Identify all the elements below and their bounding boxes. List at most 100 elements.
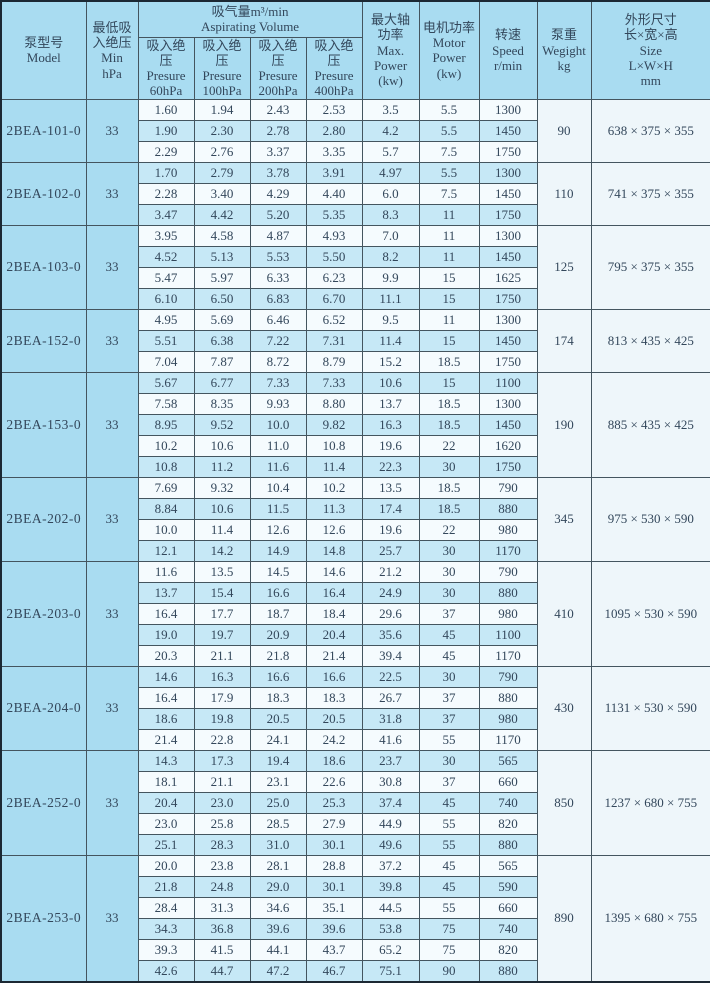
header-motor-power: 电机功率 Motor Power (kw) [418, 0, 480, 100]
volume-60hpa-cell: 18.6 [137, 707, 195, 730]
table-row: 18.1 21.1 23.1 22.6 30.8 37 660 [1, 770, 710, 793]
motor-power-cell: 7.5 [418, 182, 480, 205]
motor-power-cell: 45 [418, 854, 480, 877]
max-power-cell: 16.3 [361, 413, 420, 436]
table-row: 2BEA-253-0 33 20.0 23.8 28.1 28.8 37.2 45 565 890… [0, 854, 710, 983]
table-row: 4.52 5.13 5.53 5.50 8.2 11 1450 [1, 245, 710, 268]
volume-400hpa-cell: 46.7 [305, 959, 363, 983]
motor-power-cell: 11 [418, 203, 480, 226]
volume-100hpa-cell: 14.2 [193, 539, 251, 562]
max-power-cell: 35.6 [361, 623, 420, 646]
max-power-cell: 23.7 [361, 749, 420, 772]
speed-cell: 1750 [478, 140, 538, 163]
volume-100hpa-cell: 6.50 [193, 287, 251, 310]
volume-60hpa-cell: 5.67 [137, 371, 195, 394]
volume-60hpa-cell: 42.6 [137, 959, 195, 983]
max-power-cell: 4.97 [361, 161, 420, 184]
max-power-cell: 39.8 [361, 875, 420, 898]
volume-200hpa-cell: 39.6 [249, 917, 307, 940]
volume-100hpa-cell: 2.79 [193, 161, 251, 184]
volume-100hpa-cell: 6.38 [193, 329, 251, 352]
motor-power-cell: 30 [418, 581, 480, 604]
header-model: 泵型号 Model [0, 0, 87, 100]
table-row: 10.8 11.2 11.6 11.4 22.3 30 1750 [1, 455, 710, 478]
volume-100hpa-cell: 11.2 [193, 455, 251, 478]
volume-400hpa-cell: 7.31 [305, 329, 363, 352]
volume-100hpa-cell: 4.42 [193, 203, 251, 226]
weight-cell: 110 [536, 161, 592, 226]
motor-power-cell: 15 [418, 287, 480, 310]
volume-60hpa-cell: 7.69 [137, 476, 195, 499]
volume-400hpa-cell: 20.5 [305, 707, 363, 730]
volume-100hpa-cell: 25.8 [193, 812, 251, 835]
volume-200hpa-cell: 34.6 [249, 896, 307, 919]
volume-60hpa-cell: 12.1 [137, 539, 195, 562]
volume-60hpa-cell: 1.60 [137, 98, 195, 121]
motor-power-cell: 11 [418, 245, 480, 268]
motor-power-cell: 22 [418, 434, 480, 457]
volume-100hpa-cell: 5.13 [193, 245, 251, 268]
max-power-cell: 22.3 [361, 455, 420, 478]
min-pressure-cell: 33 [85, 98, 139, 163]
volume-100hpa-cell: 31.3 [193, 896, 251, 919]
volume-400hpa-cell: 11.3 [305, 497, 363, 520]
volume-400hpa-cell: 4.93 [305, 224, 363, 247]
model-cell: 2BEA-204-0 [0, 665, 87, 751]
volume-200hpa-cell: 29.0 [249, 875, 307, 898]
motor-power-cell: 55 [418, 728, 480, 751]
volume-100hpa-cell: 11.4 [193, 518, 251, 541]
table-row: 2BEA-252-0 33 14.3 17.3 19.4 18.6 23.7 30 565 850… [0, 749, 710, 856]
max-power-cell: 8.2 [361, 245, 420, 268]
volume-60hpa-cell: 2.29 [137, 140, 195, 163]
volume-400hpa-cell: 2.53 [305, 98, 363, 121]
volume-200hpa-cell: 20.9 [249, 623, 307, 646]
max-power-cell: 11.1 [361, 287, 420, 310]
max-power-cell: 44.5 [361, 896, 420, 919]
max-power-cell: 19.6 [361, 434, 420, 457]
volume-100hpa-cell: 6.77 [193, 371, 251, 394]
volume-200hpa-cell: 2.78 [249, 119, 307, 142]
volume-60hpa-cell: 5.51 [137, 329, 195, 352]
volume-400hpa-cell: 6.70 [305, 287, 363, 310]
speed-cell: 1450 [478, 119, 538, 142]
speed-cell: 1750 [478, 203, 538, 226]
table-row: 2BEA-202-0 33 7.69 9.32 10.4 10.2 13.5 18.5 790 3… [0, 476, 710, 562]
volume-200hpa-cell: 6.83 [249, 287, 307, 310]
volume-100hpa-cell: 24.8 [193, 875, 251, 898]
volume-100hpa-cell: 8.35 [193, 392, 251, 415]
volume-200hpa-cell: 14.5 [249, 560, 307, 583]
table-row: 2BEA-103-0 33 3.95 4.58 4.87 4.93 7.0 11 1300 125… [0, 224, 710, 310]
weight-cell: 850 [536, 749, 592, 856]
volume-60hpa-cell: 10.0 [137, 518, 195, 541]
volume-200hpa-cell: 5.53 [249, 245, 307, 268]
table-row: 23.0 25.8 28.5 27.9 44.9 55 820 [1, 812, 710, 835]
motor-power-cell: 18.5 [418, 476, 480, 499]
volume-400hpa-cell: 18.3 [305, 686, 363, 709]
max-power-cell: 4.2 [361, 119, 420, 142]
speed-cell: 1450 [478, 182, 538, 205]
size-cell: 741 × 375 × 355 [590, 161, 710, 226]
volume-100hpa-cell: 2.30 [193, 119, 251, 142]
table-row: 1.90 2.30 2.78 2.80 4.2 5.5 1450 [1, 119, 710, 142]
speed-cell: 1100 [478, 623, 538, 646]
table-row: 8.84 10.6 11.5 11.3 17.4 18.5 880 [1, 497, 710, 520]
volume-400hpa-cell: 5.35 [305, 203, 363, 226]
speed-cell: 740 [478, 917, 538, 940]
motor-power-cell: 75 [418, 917, 480, 940]
speed-cell: 1300 [478, 224, 538, 247]
motor-power-cell: 18.5 [418, 497, 480, 520]
speed-cell: 880 [478, 833, 538, 856]
model-cell: 2BEA-202-0 [0, 476, 87, 562]
volume-200hpa-cell: 12.6 [249, 518, 307, 541]
model-cell: 2BEA-152-0 [0, 308, 87, 373]
model-cell: 2BEA-203-0 [0, 560, 87, 667]
speed-cell: 1100 [478, 371, 538, 394]
volume-100hpa-cell: 36.8 [193, 917, 251, 940]
table-row: 2BEA-203-0 33 11.6 13.5 14.5 14.6 21.2 30 790 410… [0, 560, 710, 667]
min-pressure-cell: 33 [85, 665, 139, 751]
speed-cell: 1450 [478, 329, 538, 352]
volume-60hpa-cell: 25.1 [137, 833, 195, 856]
volume-400hpa-cell: 43.7 [305, 938, 363, 961]
speed-cell: 820 [478, 938, 538, 961]
speed-cell: 1300 [478, 308, 538, 331]
